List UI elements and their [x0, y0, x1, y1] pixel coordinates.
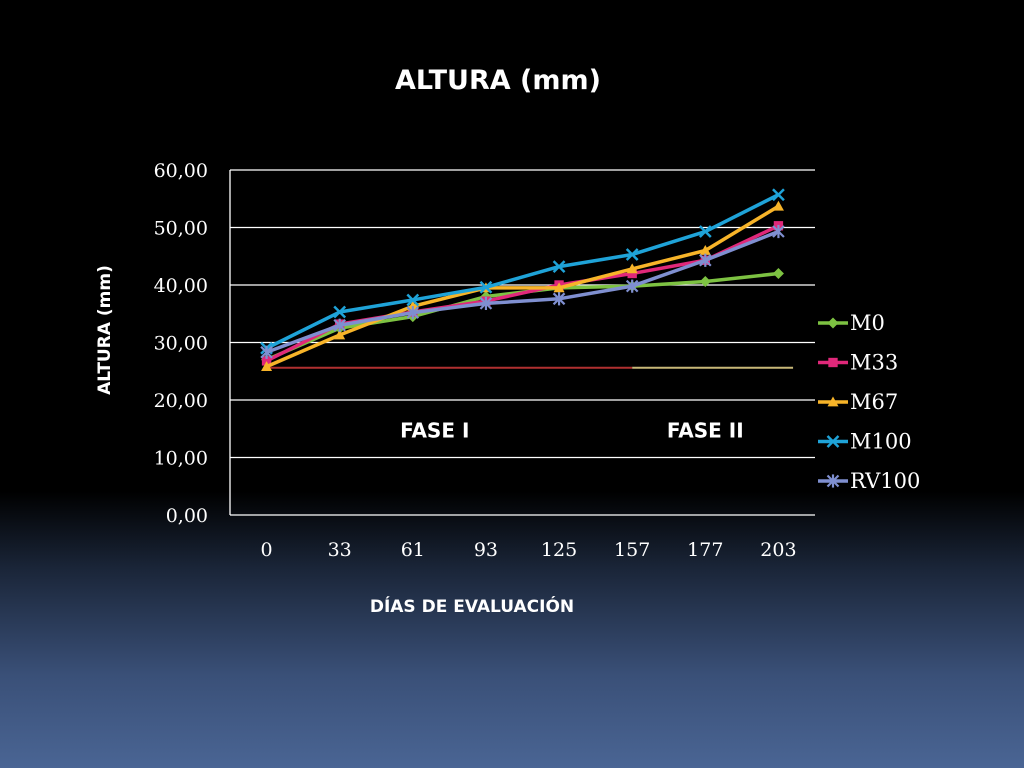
x-tick-label: 157: [614, 539, 650, 561]
gridlines: [229, 169, 815, 516]
series-m33: [261, 221, 784, 366]
data-point-m67: [261, 361, 273, 372]
data-point-m33: [627, 268, 637, 279]
chart-title: ALTURA (mm): [395, 65, 601, 96]
legend-label: M0: [850, 311, 885, 335]
data-point-m100: [772, 188, 785, 202]
data-point-m33: [261, 356, 272, 366]
data-point-m100: [333, 305, 347, 319]
series-line-m67: [265, 204, 780, 369]
legend-marker: [826, 474, 840, 488]
phase-annotations: FASE I FASE II: [400, 418, 744, 442]
data-point-rv100: [772, 224, 785, 239]
y-tick-label: 10,00: [154, 448, 208, 470]
y-tick-label: 0,00: [166, 505, 208, 527]
data-point-m100: [552, 260, 566, 273]
y-tick-label: 50,00: [154, 218, 208, 240]
data-point-m67: [772, 200, 784, 211]
legend-item-m67: M67: [818, 390, 898, 414]
data-point-m67: [699, 245, 711, 255]
series-line-rv100: [265, 229, 780, 354]
data-point-rv100: [479, 296, 493, 310]
data-point-m100: [406, 293, 420, 307]
legend-marker: [827, 317, 839, 329]
data-point-m100: [698, 225, 712, 238]
data-point-m67: [626, 263, 638, 274]
data-point-m0: [772, 268, 784, 279]
data-point-rv100: [333, 318, 346, 332]
legend-marker: [826, 435, 840, 448]
y-tick-label: 20,00: [154, 390, 208, 412]
y-tick-label: 30,00: [154, 333, 208, 355]
series-line-m100: [265, 193, 780, 350]
x-tick-label: 93: [474, 539, 498, 561]
legend-label: M33: [850, 351, 898, 375]
x-tick-label: 177: [687, 539, 723, 561]
data-point-m67: [334, 329, 346, 340]
legend: M0 M33 M67 M100 RV100: [818, 311, 920, 493]
y-axis-title: ALTURA (mm): [95, 265, 115, 395]
data-point-rv100: [699, 253, 712, 267]
x-axis-title: DÍAS DE EVALUACIÓN: [370, 595, 574, 617]
y-tick-label: 40,00: [154, 275, 208, 297]
x-axis-ticks: 0 33 61 93 125 157 177 203: [261, 539, 797, 561]
x-tick-label: 33: [328, 539, 352, 561]
data-point-rv100: [406, 306, 420, 320]
x-tick-label: 61: [401, 539, 425, 561]
legend-item-rv100: RV100: [818, 469, 920, 493]
data-point-m100: [625, 248, 639, 261]
legend-item-m100: M100: [818, 430, 912, 454]
series-m100: [260, 188, 785, 355]
series-m0: [261, 268, 784, 366]
phase-label: FASE II: [667, 418, 744, 442]
y-axis-ticks: 0,00 10,00 20,00 30,00 40,00 50,00 60,00: [154, 160, 208, 527]
series-rv100: [260, 224, 785, 359]
x-tick-label: 0: [261, 539, 273, 561]
legend-item-m0: M0: [818, 311, 885, 335]
legend-label: M67: [850, 390, 898, 414]
data-point-rv100: [260, 345, 273, 359]
data-point-m0: [699, 276, 711, 288]
data-point-rv100: [625, 279, 639, 293]
legend-label: M100: [850, 430, 912, 454]
data-point-m67: [553, 282, 565, 293]
legend-label: RV100: [850, 469, 920, 493]
x-tick-label: 125: [541, 539, 577, 561]
legend-marker: [828, 357, 838, 368]
data-point-rv100: [552, 292, 566, 306]
series-line-m33: [265, 224, 780, 363]
data-point-m100: [479, 280, 493, 294]
y-tick-label: 60,00: [154, 160, 208, 182]
data-point-m67: [407, 300, 419, 311]
x-tick-label: 203: [760, 539, 796, 561]
phase-label: FASE I: [400, 418, 469, 442]
legend-marker: [827, 396, 839, 407]
legend-item-m33: M33: [818, 351, 898, 375]
series-group: [260, 188, 785, 372]
